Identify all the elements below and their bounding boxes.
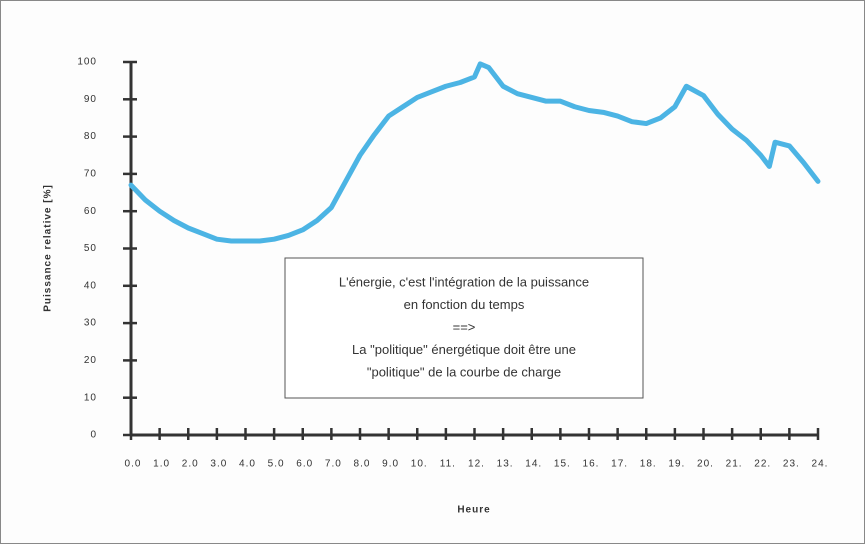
x-tick-label: 5.0 [268,459,285,470]
y-tick-label: 0 [90,430,97,441]
y-tick-label: 70 [84,169,97,180]
annotation-line: ==> [453,319,476,334]
x-tick-label: 21. [726,459,743,470]
annotation-line: La "politique" énergétique doit être une [352,342,576,357]
x-tick-label: 14. [525,459,542,470]
y-tick-label: 50 [84,243,97,254]
x-tick-label: 15. [554,459,571,470]
x-tick-label: 18. [640,459,657,470]
x-tick-label: 20. [697,459,714,470]
x-tick-label: 17. [611,459,628,470]
x-tick-label: 11. [440,459,456,470]
x-tick-label: 9.0 [382,459,399,470]
y-tick-label: 20 [84,355,97,366]
x-tick-label: 7.0 [325,459,342,470]
annotation-line: en fonction du temps [404,297,525,312]
x-tick-label: 22. [754,459,771,470]
annotation-line: L'énergie, c'est l'intégration de la pui… [339,274,589,289]
x-tick-label: 19. [668,459,685,470]
y-tick-label: 80 [84,131,97,142]
y-tick-label: 90 [84,94,97,105]
x-tick-label: 16. [583,459,600,470]
y-tick-label: 100 [77,57,97,68]
x-tick-label: 24. [812,459,829,470]
x-tick-label: 0.0 [125,459,142,470]
annotation-line: "politique" de la courbe de charge [367,364,561,379]
data-line [128,61,821,244]
x-tick-label: 1.0 [153,459,170,470]
x-axis-label: Heure [457,505,490,516]
x-tick-label: 3.0 [210,459,227,470]
x-tick-label: 13. [497,459,514,470]
annotation-box [284,257,644,399]
x-tick-label: 8.0 [354,459,371,470]
y-tick-label: 30 [84,318,97,329]
x-tick-label: 6.0 [296,459,313,470]
x-tick-label: 2.0 [182,459,199,470]
y-tick-label: 10 [84,392,97,403]
x-tick-label: 23. [783,459,800,470]
y-tick-label: 40 [84,280,97,291]
x-tick-label: 4.0 [239,459,256,470]
x-tick-label: 10. [411,459,428,470]
y-tick-label: 60 [84,206,97,217]
x-tick-label: 12. [468,459,485,470]
y-axis-label: Puissance relative [%] [43,184,54,312]
